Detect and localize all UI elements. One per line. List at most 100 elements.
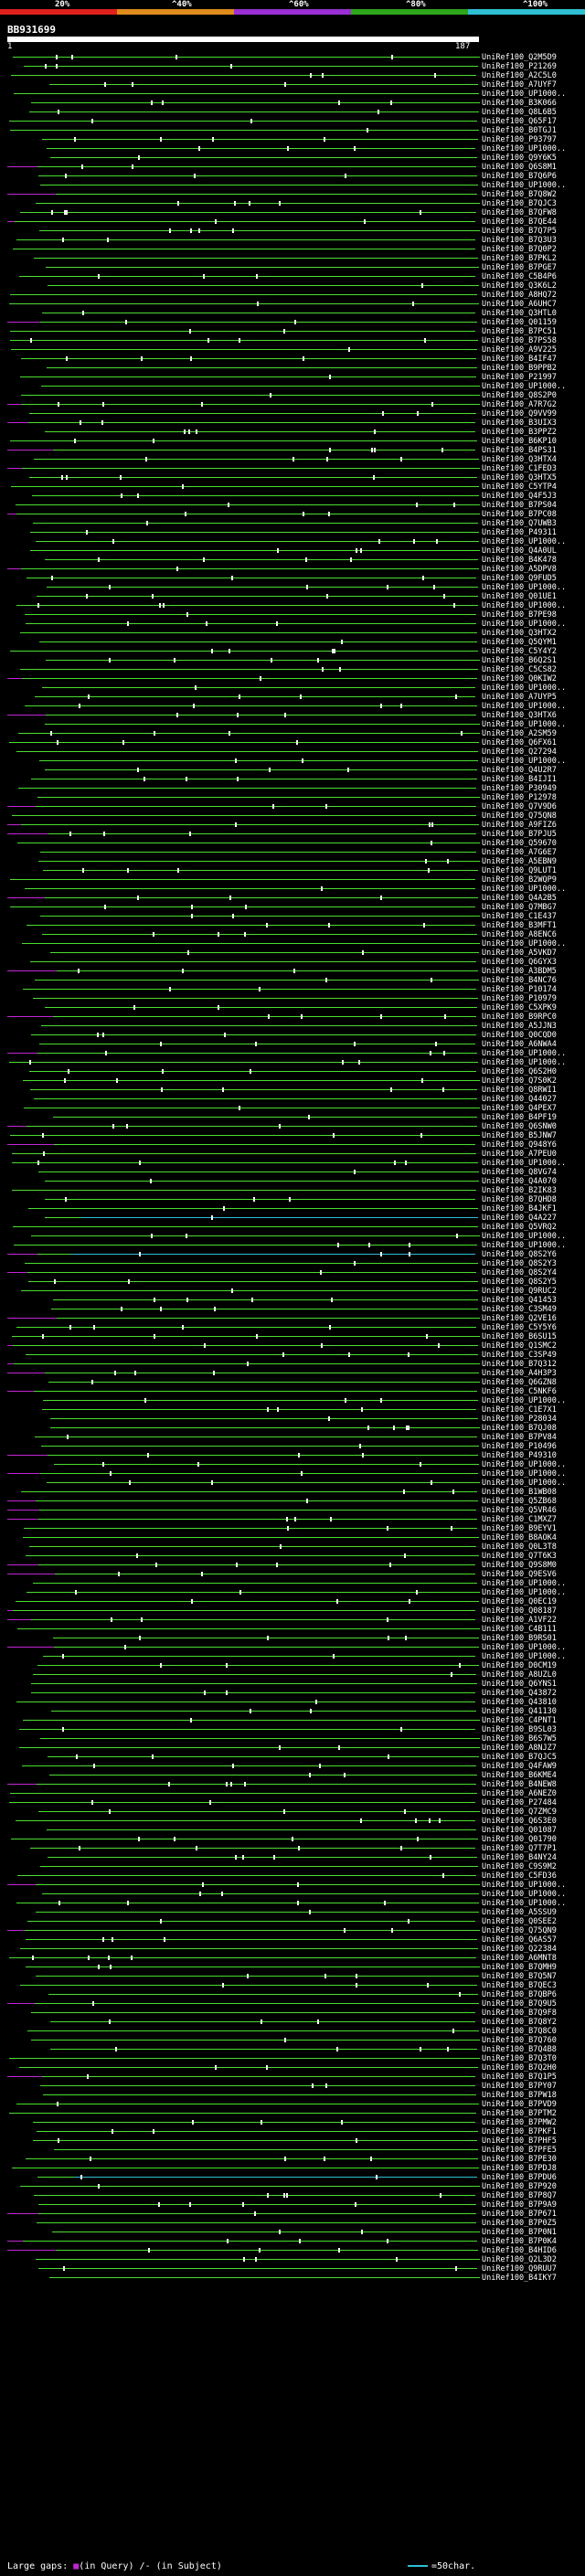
hit-row[interactable]: UniRef100_Q1SMC2 (0, 1341, 585, 1351)
hit-row[interactable]: UniRef100_B7PV84 (0, 1433, 585, 1442)
hit-row[interactable]: UniRef100_B7Q1P5 (0, 2072, 585, 2082)
hit-row[interactable]: UniRef100_B7PGE7 (0, 263, 585, 272)
hit-row[interactable]: UniRef100_B4JKF1 (0, 1204, 585, 1214)
hit-row[interactable]: UniRef100_C5Y5Y6 (0, 1323, 585, 1332)
hit-label[interactable]: UniRef100_Q948Y6 (482, 1140, 557, 1150)
hit-row[interactable]: UniRef100_P49311 (0, 528, 585, 537)
hit-label[interactable]: UniRef100_B7QEC3 (482, 1981, 557, 1990)
hit-row[interactable]: UniRef100_A7PEU0 (0, 1150, 585, 1159)
hit-label[interactable]: UniRef100_B7P8Q7 (482, 2191, 557, 2200)
hit-row[interactable]: UniRef100_Q2VE16 (0, 1314, 585, 1323)
hit-label[interactable]: UniRef100_P27484 (482, 1798, 557, 1807)
hit-label[interactable]: UniRef100_B4PS31 (482, 446, 557, 455)
hit-label[interactable]: UniRef100_A6NEZ0 (482, 1789, 557, 1798)
hit-row[interactable]: UniRef100_A2SM59 (0, 729, 585, 738)
hit-row[interactable]: UniRef100_B7PTM2 (0, 2109, 585, 2118)
hit-label[interactable]: UniRef100_Q9ESV6 (482, 1570, 557, 1579)
hit-row[interactable]: UniRef100_Q6S2H0 (0, 1067, 585, 1076)
hit-row[interactable]: UniRef100_A6MNT8 (0, 1954, 585, 1963)
hit-row[interactable]: UniRef100_B7QJC3 (0, 199, 585, 208)
hit-row[interactable]: UniRef100_Q43872 (0, 1689, 585, 1698)
hit-label[interactable]: UniRef100_Q4F5J3 (482, 492, 557, 501)
hit-row[interactable]: UniRef100_A7R7G2 (0, 400, 585, 409)
hit-row[interactable]: UniRef100_B7Q5N7 (0, 1972, 585, 1981)
hit-row[interactable]: UniRef100_UP1000.. (0, 1881, 585, 1890)
hit-row[interactable]: UniRef100_A5DPV8 (0, 565, 585, 574)
hit-label[interactable]: UniRef100_B7PV84 (482, 1433, 557, 1442)
hit-row[interactable]: UniRef100_B6KP10 (0, 437, 585, 446)
hit-row[interactable]: UniRef100_B7PC51 (0, 327, 585, 336)
hit-label[interactable]: UniRef100_B7Q3U3 (482, 236, 557, 245)
hit-label[interactable]: UniRef100_Q4A0UL (482, 546, 557, 556)
hit-label[interactable]: UniRef100_B4K478 (482, 556, 557, 565)
hit-label[interactable]: UniRef100_B7Q4B8 (482, 2045, 557, 2054)
hit-row[interactable]: UniRef100_A7UYP5 (0, 693, 585, 702)
hit-label[interactable]: UniRef100_Q8S2Y6 (482, 1250, 557, 1259)
hit-row[interactable]: UniRef100_UP1000.. (0, 90, 585, 99)
hit-label[interactable]: UniRef100_B7PJU5 (482, 830, 557, 839)
hit-label[interactable]: UniRef100_Q27294 (482, 747, 557, 757)
hit-label[interactable]: UniRef100_Q8VG74 (482, 1168, 557, 1177)
hit-row[interactable]: UniRef100_B3MFT1 (0, 921, 585, 930)
hit-row[interactable]: UniRef100_Q5QYM1 (0, 638, 585, 647)
hit-row[interactable]: UniRef100_B6S7W5 (0, 1734, 585, 1744)
hit-label[interactable]: UniRef100_B7P671 (482, 2210, 557, 2219)
hit-label[interactable]: UniRef100_Q65F17 (482, 117, 557, 126)
hit-row[interactable]: UniRef100_A8UZL0 (0, 1670, 585, 1680)
hit-label[interactable]: UniRef100_D0CM19 (482, 1661, 557, 1670)
hit-row[interactable]: UniRef100_UP1000.. (0, 144, 585, 154)
hit-label[interactable]: UniRef100_Q7MBG7 (482, 903, 557, 912)
hit-label[interactable]: UniRef100_A7UYF7 (482, 80, 557, 90)
hit-label[interactable]: UniRef100_B2IK83 (482, 1186, 557, 1195)
hit-row[interactable]: UniRef100_B4PS31 (0, 446, 585, 455)
hit-label[interactable]: UniRef100_Q01UE1 (482, 592, 557, 601)
hit-row[interactable]: UniRef100_Q6S8M1 (0, 163, 585, 172)
hit-label[interactable]: UniRef100_Q44027 (482, 1095, 557, 1104)
hit-row[interactable]: UniRef100_Q8VG74 (0, 1168, 585, 1177)
hit-label[interactable]: UniRef100_Q3HTX2 (482, 629, 557, 638)
hit-label[interactable]: UniRef100_Q7T6K3 (482, 1552, 557, 1561)
hit-row[interactable]: UniRef100_C4B111 (0, 1625, 585, 1634)
hit-label[interactable]: UniRef100_Q8L6B5 (482, 108, 557, 117)
hit-row[interactable]: UniRef100_UP1000.. (0, 1588, 585, 1597)
hit-label[interactable]: UniRef100_C5XPK9 (482, 1003, 557, 1012)
hit-label[interactable]: UniRef100_UP1000.. (482, 90, 567, 99)
hit-row[interactable]: UniRef100_UP1000.. (0, 1159, 585, 1168)
hit-label[interactable]: UniRef100_UP1000.. (482, 382, 567, 391)
hit-row[interactable]: UniRef100_B9EYV1 (0, 1524, 585, 1533)
hit-label[interactable]: UniRef100_Q0SEE2 (482, 1917, 557, 1926)
hit-label[interactable]: UniRef100_UP1000.. (482, 684, 567, 693)
hit-label[interactable]: UniRef100_Q8S2Y3 (482, 1259, 557, 1268)
hit-label[interactable]: UniRef100_A9V225 (482, 345, 557, 355)
hit-row[interactable]: UniRef100_UP1000.. (0, 1890, 585, 1899)
hit-row[interactable]: UniRef100_P28034 (0, 1415, 585, 1424)
hit-label[interactable]: UniRef100_Q75QN9 (482, 1926, 557, 1935)
hit-label[interactable]: UniRef100_Q0KIW2 (482, 674, 557, 684)
hit-label[interactable]: UniRef100_B7QFW8 (482, 208, 557, 217)
hit-row[interactable]: UniRef100_Q7ZMC9 (0, 1807, 585, 1817)
hit-row[interactable]: UniRef100_UP1000.. (0, 720, 585, 729)
hit-label[interactable]: UniRef100_Q4A070 (482, 1177, 557, 1186)
hit-label[interactable]: UniRef100_A7R7G2 (482, 400, 557, 409)
hit-label[interactable]: UniRef100_Q6S2H0 (482, 1067, 557, 1076)
hit-row[interactable]: UniRef100_Q0L3T8 (0, 1542, 585, 1552)
hit-row[interactable]: UniRef100_B4K478 (0, 556, 585, 565)
hit-label[interactable]: UniRef100_B7Q2H0 (482, 2063, 557, 2072)
hit-label[interactable]: UniRef100_B7PS58 (482, 336, 557, 345)
hit-row[interactable]: UniRef100_B7Q8W2 (0, 190, 585, 199)
hit-label[interactable]: UniRef100_B7P0Z5 (482, 2219, 557, 2228)
hit-label[interactable]: UniRef100_Q0CQD0 (482, 1031, 557, 1040)
hit-label[interactable]: UniRef100_UP1000.. (482, 885, 567, 894)
hit-row[interactable]: UniRef100_B7PKF1 (0, 2127, 585, 2136)
hit-label[interactable]: UniRef100_UP1000.. (482, 1460, 567, 1469)
hit-row[interactable]: UniRef100_B7Q9F8 (0, 2009, 585, 2018)
hit-row[interactable]: UniRef100_B9PPB2 (0, 364, 585, 373)
hit-row[interactable]: UniRef100_Q4F5J3 (0, 492, 585, 501)
hit-row[interactable]: UniRef100_B7PDU6 (0, 2173, 585, 2182)
hit-label[interactable]: UniRef100_B0TGJ1 (482, 126, 557, 135)
hit-label[interactable]: UniRef100_B1WB08 (482, 1488, 557, 1497)
hit-label[interactable]: UniRef100_B9RPC0 (482, 1012, 557, 1022)
hit-label[interactable]: UniRef100_B7QJ08 (482, 1424, 557, 1433)
hit-label[interactable]: UniRef100_P10174 (482, 985, 557, 994)
hit-label[interactable]: UniRef100_C5CS82 (482, 665, 557, 674)
